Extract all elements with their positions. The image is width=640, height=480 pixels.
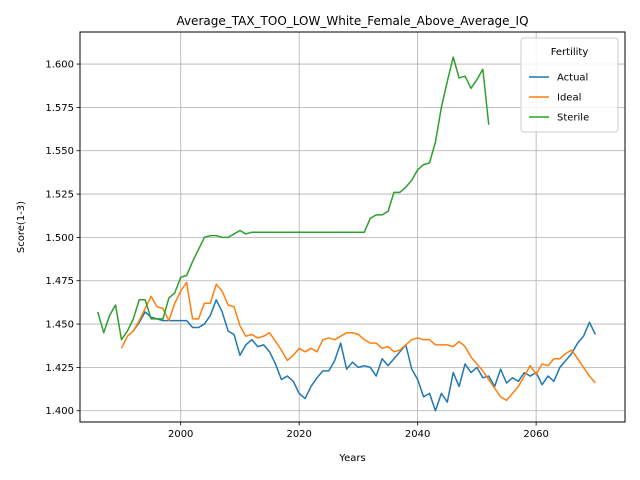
x-tick-label: 2040 <box>405 429 430 440</box>
x-tick-label: 2060 <box>523 429 548 440</box>
chart-title: Average_TAX_TOO_LOW_White_Female_Above_A… <box>176 14 528 28</box>
series-line-actual <box>132 299 597 412</box>
y-tick-label: 1.500 <box>45 233 74 244</box>
y-tick-label: 1.425 <box>45 363 74 374</box>
x-tick-label: 2000 <box>168 429 193 440</box>
series-line-ideal <box>120 281 596 402</box>
legend-label-sterile: Sterile <box>557 113 589 124</box>
y-tick-label: 1.450 <box>45 320 74 331</box>
x-tick-label: 2020 <box>286 429 311 440</box>
legend-box <box>520 37 619 133</box>
y-tick-label: 1.575 <box>45 103 74 114</box>
y-tick-label: 1.525 <box>45 190 74 201</box>
legend-items: Actual Ideal Sterile <box>529 73 589 124</box>
legend: Fertility Actual Ideal Sterile <box>520 37 619 133</box>
y-tick-label: 1.550 <box>45 146 74 157</box>
y-tick-label: 1.475 <box>45 276 74 287</box>
legend-title: Fertility <box>551 47 589 58</box>
axis-ticks: 2000 2020 2040 2060 1.400 1.425 1.450 1.475 1.50… <box>45 60 549 440</box>
plot-frame <box>79 31 626 423</box>
series-lines <box>97 56 597 412</box>
legend-label-actual: Actual <box>557 73 588 84</box>
x-axis-label: Years <box>338 453 365 464</box>
y-tick-label: 1.400 <box>45 406 74 417</box>
y-axis-label: Score(1-3) <box>16 201 27 253</box>
y-tick-label: 1.600 <box>45 60 74 71</box>
series-line-sterile <box>97 56 490 341</box>
legend-label-ideal: Ideal <box>557 93 581 104</box>
